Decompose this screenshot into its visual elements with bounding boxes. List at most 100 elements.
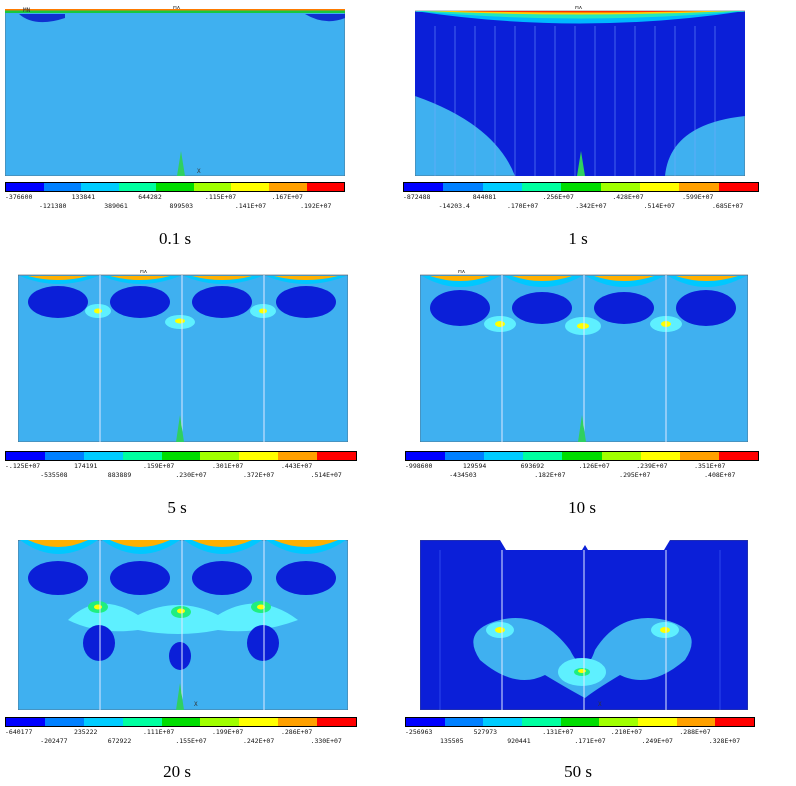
- legend-swatch: [278, 718, 318, 726]
- mx-marker: MX: [575, 6, 583, 11]
- legend-swatch: [44, 452, 84, 460]
- legend-swatch: [676, 718, 716, 726]
- legend-swatch: [404, 183, 444, 191]
- legend-label: .443E+07: [280, 462, 313, 470]
- legend-label: 129594: [462, 462, 487, 470]
- legend-swatch: [522, 718, 561, 726]
- legend-label: .230E+07: [175, 471, 207, 479]
- legend-swatch: [715, 718, 755, 726]
- legend-swatch: [83, 718, 123, 726]
- axis-x-marker: X: [197, 168, 201, 175]
- legend-label: .167E+07: [271, 193, 303, 201]
- legend-swatch: [200, 452, 240, 460]
- legend-label: .171E+07: [574, 737, 606, 745]
- legend-label: .242E+07: [242, 737, 275, 745]
- legend-swatch: [161, 718, 201, 726]
- legend-swatch: [317, 718, 357, 726]
- contour-plot-0-1s: MN MX X: [5, 6, 345, 176]
- legend-label: .239E+07: [636, 462, 668, 470]
- legend-label: .428E+07: [612, 193, 644, 201]
- legend-label: 899503: [169, 202, 194, 210]
- mx-marker: MX: [458, 270, 466, 275]
- legend-swatch: [156, 183, 194, 191]
- legend-swatch: [231, 183, 269, 191]
- legend-swatch: [560, 718, 600, 726]
- legend-swatch: [268, 183, 307, 191]
- legend-label: .295E+07: [619, 471, 651, 479]
- mx-marker: MX: [140, 270, 148, 275]
- legend-label: 883889: [107, 471, 132, 479]
- legend-label: -535508: [40, 471, 68, 479]
- legend-label: 644282: [138, 193, 162, 201]
- legend-label: -640177: [5, 728, 33, 736]
- legend-swatch: [239, 452, 279, 460]
- legend-swatch: [6, 718, 45, 726]
- caption-0-1s: 0.1 s: [158, 229, 192, 248]
- legend-label: 133841: [71, 193, 96, 201]
- legend-label: -998600: [405, 462, 433, 470]
- caption-20s: 20 s: [163, 762, 191, 781]
- legend-label: 693692: [520, 462, 545, 470]
- legend-labels-20s: -640177 235222 .111E+07 .199E+07 .286E+07 -20…: [5, 728, 357, 748]
- color-legend-1s: [403, 182, 759, 192]
- legend-label: 920441: [507, 737, 531, 745]
- legend-label: .288E+07: [679, 728, 711, 736]
- legend-swatch: [406, 718, 445, 726]
- legend-swatch: [482, 183, 522, 191]
- legend-swatch: [484, 452, 524, 460]
- legend-swatch: [521, 183, 562, 191]
- mn-marker: MN: [23, 7, 31, 14]
- legend-swatch: [239, 718, 279, 726]
- legend-swatch: [118, 183, 157, 191]
- legend-swatch: [718, 183, 758, 191]
- legend-swatch: [562, 452, 602, 460]
- legend-swatch: [83, 452, 123, 460]
- legend-swatch: [600, 183, 640, 191]
- contour-plot-1s: MX: [415, 6, 745, 176]
- contour-plot-50s: X: [420, 540, 748, 710]
- legend-swatch: [278, 452, 318, 460]
- legend-label: 527973: [473, 728, 498, 736]
- legend-labels-10s: -998600 129594 693692 .126E+07 .239E+07 .351E…: [405, 462, 759, 482]
- legend-swatch: [6, 183, 44, 191]
- legend-label: .685E+07: [712, 202, 744, 210]
- legend-label: .249E+07: [641, 737, 673, 745]
- contour-plot-10s: MX: [420, 270, 748, 442]
- legend-swatch: [718, 452, 758, 460]
- caption-5s: 5 s: [167, 498, 187, 517]
- legend-label: .408E+07: [704, 471, 736, 479]
- legend-swatch: [443, 183, 483, 191]
- legend-label: .126E+07: [578, 462, 610, 470]
- legend-label: .351E+07: [694, 462, 726, 470]
- legend-label: -121380: [39, 202, 67, 210]
- legend-label: -434503: [449, 471, 477, 479]
- color-legend-10s: [405, 451, 759, 461]
- axis-x-marker: X: [194, 701, 198, 708]
- legend-swatch: [406, 452, 446, 460]
- legend-swatch: [122, 452, 162, 460]
- caption-50s: 50 s: [564, 762, 592, 781]
- color-legend-0-1s: [5, 182, 345, 192]
- legend-swatch: [523, 452, 563, 460]
- legend-label: -256963: [405, 728, 433, 736]
- legend-label: .111E+07: [142, 728, 175, 736]
- legend-swatch: [445, 452, 485, 460]
- legend-swatch: [638, 718, 677, 726]
- legend-label: .170E+07: [506, 202, 539, 210]
- legend-swatch: [601, 452, 641, 460]
- legend-label: .192E+07: [300, 202, 332, 210]
- legend-label: .372E+07: [242, 471, 275, 479]
- legend-swatch: [44, 718, 84, 726]
- color-legend-5s: [5, 451, 357, 461]
- legend-swatch: [483, 718, 523, 726]
- legend-label: .514E+07: [310, 471, 342, 479]
- legend-label: .159E+07: [142, 462, 175, 470]
- legend-swatch: [161, 452, 201, 460]
- legend-swatch: [444, 718, 484, 726]
- legend-swatch: [317, 452, 357, 460]
- legend-label: .199E+07: [211, 728, 244, 736]
- legend-label: 174191: [73, 462, 98, 470]
- legend-label: .342E+07: [575, 202, 607, 210]
- legend-swatch: [122, 718, 162, 726]
- legend-label: 235222: [73, 728, 98, 736]
